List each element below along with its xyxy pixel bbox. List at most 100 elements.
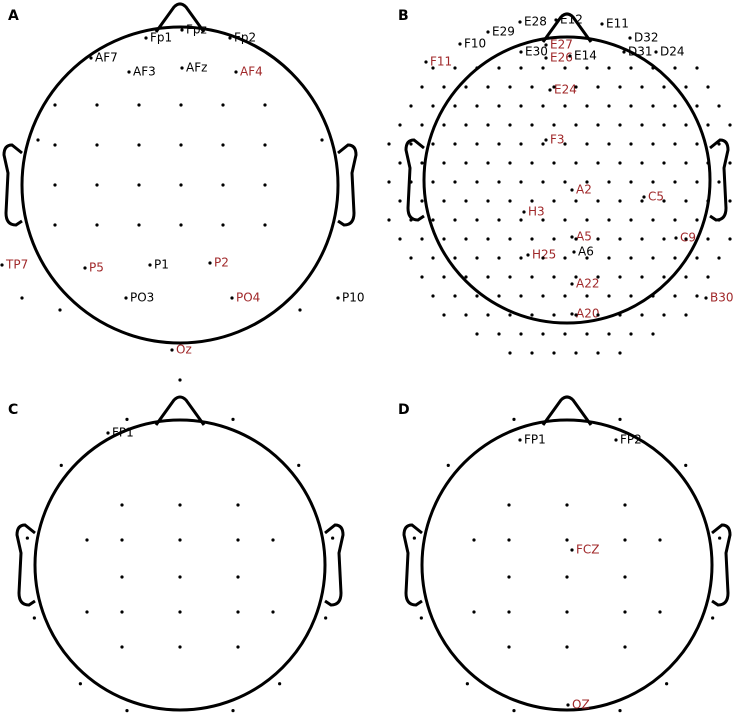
electrode-dot [458, 42, 462, 46]
electrode-dot [519, 294, 523, 298]
electrode-label: PO4 [236, 291, 260, 305]
electrode-dot [497, 218, 501, 222]
electrode-label: A20 [576, 307, 599, 321]
electrode-dot [519, 142, 523, 146]
electrode-dot [446, 463, 450, 467]
electrode-label: P10 [342, 291, 365, 305]
electrode-dot [85, 610, 89, 614]
electrode-dot [125, 709, 129, 713]
electrode-dot [431, 218, 435, 222]
electrode-dot [530, 275, 534, 279]
electrode-dot [640, 85, 644, 89]
electrode-dot [607, 332, 611, 336]
electrode-dot [512, 417, 516, 421]
electrode-dot [596, 275, 600, 279]
electrode-dot [419, 616, 423, 620]
electrode-dot [464, 161, 468, 165]
electrode-dot [552, 199, 556, 203]
electrode-dot [398, 161, 402, 165]
electrode-dot [497, 66, 501, 70]
electrode-label: A22 [576, 277, 599, 291]
electrode-dot [640, 275, 644, 279]
electrode-dot [486, 199, 490, 203]
electrode-dot [230, 296, 234, 300]
electrode-dot [623, 538, 627, 542]
electrode-dot [717, 256, 721, 260]
electrode-dot [475, 332, 479, 336]
electrode-dot [120, 503, 124, 507]
electrode-dot [541, 66, 545, 70]
electrode-dot [179, 183, 183, 187]
electrode-dot [585, 66, 589, 70]
electrode-dot [519, 104, 523, 108]
electrode-dot [0, 263, 4, 267]
electrode-dot [565, 645, 569, 649]
electrode-dot [508, 199, 512, 203]
electrode-dot [596, 123, 600, 127]
electrode-dot [717, 218, 721, 222]
electrode-dot [486, 85, 490, 89]
electrode-label: AF3 [133, 65, 156, 79]
electrode-dot [228, 36, 232, 40]
electrode-dot [409, 142, 413, 146]
electrode-dot [585, 294, 589, 298]
electrode-dot [95, 143, 99, 147]
electrode-dot [497, 180, 501, 184]
electrode-dot [475, 180, 479, 184]
electrode-label: A2 [576, 183, 592, 197]
ear [709, 138, 730, 222]
electrode-dot [623, 645, 627, 649]
electrode-label: E11 [606, 17, 629, 31]
electrode-dot [475, 104, 479, 108]
electrode-dot [651, 256, 655, 260]
electrode-dot [651, 180, 655, 184]
electrode-dot [486, 275, 490, 279]
electrode-dot [618, 275, 622, 279]
electrode-dot [596, 161, 600, 165]
electrode-dot [728, 123, 732, 127]
electrode-dot [508, 313, 512, 317]
electrode-dot [629, 142, 633, 146]
electrode-dot [179, 223, 183, 227]
electrode-dot [180, 66, 184, 70]
electrode-dot [662, 123, 666, 127]
electrode-dot [554, 18, 558, 22]
electrode-dot [95, 183, 99, 187]
electrode-dot [507, 538, 511, 542]
electrode-dot [59, 463, 63, 467]
electrode-dot [453, 294, 457, 298]
electrode-dot [640, 237, 644, 241]
electrode-dot [544, 138, 548, 142]
electrode-dot [607, 104, 611, 108]
electrode-dot [673, 66, 677, 70]
electrode-dot [570, 548, 574, 552]
electrode-dot [442, 161, 446, 165]
electrode-label: D32 [634, 31, 659, 45]
electrode-dot [530, 123, 534, 127]
electrode-dot [570, 312, 574, 316]
electrode-dot [398, 237, 402, 241]
electrode-dot [662, 161, 666, 165]
electrode-dot [236, 538, 240, 542]
electrode-dot [32, 616, 36, 620]
electrode-dot [508, 123, 512, 127]
electrode-dot [236, 503, 240, 507]
electrode-dot [618, 123, 622, 127]
electrode-dot [563, 332, 567, 336]
electrode-dot [464, 85, 468, 89]
electrode-dot [453, 66, 457, 70]
electrode-dot [629, 66, 633, 70]
nose [154, 395, 206, 426]
electrode-dot [544, 43, 548, 47]
electrode-dot [574, 313, 578, 317]
electrode-dot [518, 438, 522, 442]
electrode-label: E24 [554, 83, 577, 97]
electrode-dot [673, 256, 677, 260]
electrode-label: D24 [660, 45, 685, 59]
electrode-dot [662, 85, 666, 89]
electrode-dot [574, 275, 578, 279]
electrode-dot [607, 256, 611, 260]
electrode-dot [125, 417, 129, 421]
electrode-dot [642, 195, 646, 199]
electrode-dot [623, 610, 627, 614]
